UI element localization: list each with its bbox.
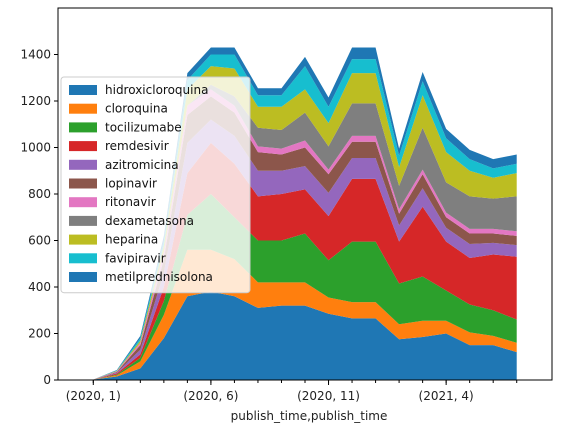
legend-label-azitromicina: azitromicina xyxy=(105,158,179,172)
x-tick-label: (2021, 4) xyxy=(419,389,474,403)
legend-swatch-heparina xyxy=(69,234,97,245)
area-heparina xyxy=(93,66,517,380)
legend-label-lopinavir: lopinavir xyxy=(105,177,157,191)
area-azitromicina xyxy=(93,119,517,380)
legend-label-metilprednisolona: metilprednisolona xyxy=(105,270,213,284)
legend-label-hidroxicloroquina: hidroxicloroquina xyxy=(105,83,208,97)
legend: hidroxicloroquina cloroquina tocilizumabe r… xyxy=(60,76,251,294)
legend-swatch-azitromicina xyxy=(69,159,97,170)
x-axis-label: publish_time,publish_time xyxy=(231,409,388,423)
legend-swatch-hidroxicloroquina xyxy=(69,85,97,95)
y-tick-label: 1400 xyxy=(20,48,51,62)
area-hidroxicloroquina xyxy=(93,291,517,380)
legend-swatch-cloroquina xyxy=(69,103,97,114)
area-ritonavir xyxy=(93,89,517,380)
legend-swatch-dexametasona xyxy=(69,215,97,226)
y-tick-label: 400 xyxy=(28,280,51,294)
legend-swatch-lopinavir xyxy=(69,178,97,189)
legend-label-remdesivir: remdesivir xyxy=(105,139,169,153)
legend-swatch-tocilizumabe xyxy=(69,122,97,133)
ticks-group: 0 200 400 600 800 1000 1200 1400 (2020, 1) (2020,… xyxy=(20,48,518,403)
y-tick-label: 800 xyxy=(28,187,51,201)
legend-box xyxy=(60,76,251,294)
y-tick-label: 1200 xyxy=(20,94,51,108)
legend-swatch-remdesivir xyxy=(69,141,97,152)
legend-label-tocilizumabe: tocilizumabe xyxy=(105,120,182,134)
y-tick-label: 600 xyxy=(28,234,51,248)
x-tick-label: (2020, 1) xyxy=(66,389,121,403)
legend-swatch-metilprednisolona xyxy=(69,272,97,282)
legend-label-dexametasona: dexametasona xyxy=(105,214,194,228)
legend-label-favipiravir: favipiravir xyxy=(105,251,166,265)
legend-label-cloroquina: cloroquina xyxy=(105,102,168,116)
legend-swatch-ritonavir xyxy=(69,197,97,208)
x-tick-label: (2020, 6) xyxy=(183,389,238,403)
legend-label-heparina: heparina xyxy=(105,233,158,247)
area-lopinavir xyxy=(93,96,517,380)
y-tick-label: 1000 xyxy=(20,141,51,155)
y-tick-label: 0 xyxy=(43,373,51,387)
y-tick-label: 200 xyxy=(28,327,51,341)
x-tick-label: (2020, 11) xyxy=(297,389,360,403)
area-dexametasona xyxy=(93,84,517,380)
legend-label-ritonavir: ritonavir xyxy=(105,195,156,209)
legend-swatch-favipiravir xyxy=(69,253,97,264)
